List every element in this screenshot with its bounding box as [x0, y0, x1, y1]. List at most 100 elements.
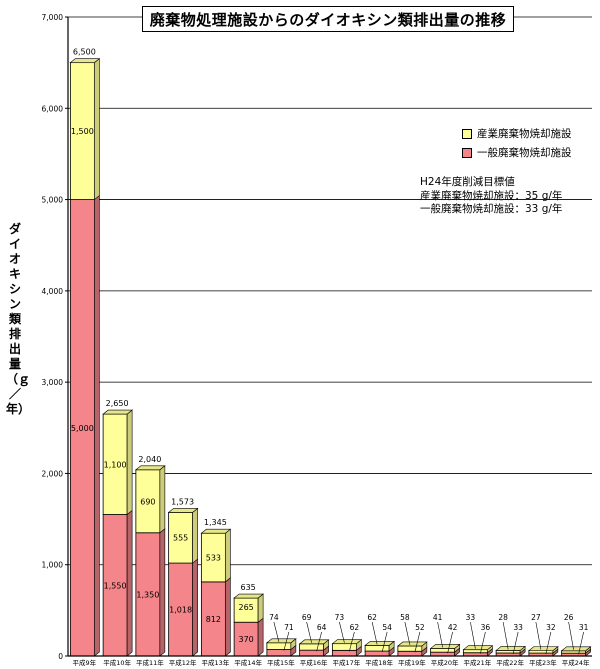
legend-label-industrial: 産業廃棄物焼却施設 — [477, 128, 572, 140]
bar-industrial-side-0 — [94, 58, 100, 201]
label-municipal-8: 62 — [350, 623, 360, 632]
bar-top-15 — [560, 646, 592, 652]
label-industrial-15: 26 — [564, 613, 574, 622]
target-annotation: H24年度削減目標値 産業廃棄物焼却施設：35 g/年 一般廃棄物焼却施設：33… — [420, 176, 562, 217]
label-municipal-6: 71 — [284, 623, 294, 632]
bar-municipal-side-3 — [192, 558, 198, 657]
x-tick-label-7: 平成16年 — [300, 658, 328, 667]
x-tick-label-6: 平成15年 — [267, 658, 295, 667]
x-tick-label-14: 平成23年 — [529, 658, 557, 667]
bar-industrial-13 — [495, 650, 521, 654]
label-total-0: 6,500 — [73, 48, 96, 57]
target-line-municipal: 一般廃棄物焼却施設：33 g/年 — [420, 203, 563, 215]
y-tick-label-0: 0 — [58, 652, 63, 661]
label-industrial-8: 73 — [335, 613, 345, 622]
x-tick-label-11: 平成20年 — [431, 658, 459, 667]
x-tick-label-15: 平成24年 — [562, 658, 590, 667]
bar-municipal-side-5 — [257, 617, 264, 657]
x-tick-label-5: 平成14年 — [234, 658, 262, 667]
label-total-2: 2,040 — [138, 455, 161, 464]
bar-top-4 — [200, 528, 232, 534]
label-municipal-3: 1,018 — [169, 606, 192, 615]
label-industrial-10: 58 — [400, 613, 410, 622]
x-tick-label-1: 平成10年 — [103, 658, 131, 667]
bar-industrial-11 — [430, 648, 456, 653]
bar-top-13 — [495, 646, 526, 651]
label-municipal-7: 64 — [317, 623, 327, 632]
bar-municipal-side-2 — [159, 528, 166, 657]
bar-top-5 — [233, 593, 264, 599]
legend: 産業廃棄物焼却施設 一般廃棄物焼却施設 — [462, 124, 592, 162]
bar-industrial-side-5 — [257, 593, 264, 623]
bar-industrial-14 — [528, 650, 554, 654]
label-municipal-4: 812 — [206, 615, 221, 624]
legend-item-municipal: 一般廃棄物焼却施設 — [462, 143, 592, 162]
bar-top-8 — [331, 639, 363, 644]
leader-municipal-13 — [512, 631, 519, 655]
leader-industrial-8 — [339, 621, 345, 643]
leader-industrial-7 — [306, 621, 312, 643]
x-tick-label-13: 平成22年 — [496, 658, 524, 667]
bar-top-3 — [167, 508, 199, 513]
label-municipal-14: 32 — [546, 623, 556, 632]
leader-municipal-8 — [349, 631, 355, 652]
x-tick-label-8: 平成17年 — [332, 658, 360, 667]
bar-industrial-side-4 — [225, 528, 231, 583]
y-tick-label-4: 4,000 — [42, 287, 64, 296]
bar-top-11 — [429, 644, 461, 649]
x-tick-label-9: 平成18年 — [365, 658, 393, 667]
bar-municipal-8 — [331, 649, 357, 657]
bar-industrial-0 — [69, 62, 95, 200]
label-industrial-12: 33 — [466, 613, 476, 622]
label-total-5: 635 — [240, 583, 255, 592]
bar-industrial-6 — [266, 642, 292, 650]
bar-top-10 — [397, 641, 428, 647]
labels-group: 平成9年 5,000 1,500 6,500 平成10年 1,550 1,100 2,650 平… — [71, 48, 590, 667]
leader-municipal-11 — [447, 631, 453, 654]
label-total-4: 1,345 — [204, 518, 227, 527]
bar-industrial-2 — [135, 469, 161, 534]
legend-swatch-municipal — [462, 147, 472, 158]
bar-industrial-1 — [102, 413, 128, 515]
label-municipal-12: 36 — [481, 623, 491, 632]
bar-industrial-7 — [299, 643, 325, 651]
bar-top-7 — [298, 639, 330, 645]
bar-top-2 — [135, 465, 166, 471]
label-industrial-6: 74 — [269, 613, 279, 622]
label-industrial-7: 69 — [302, 613, 312, 622]
label-industrial-2: 690 — [140, 497, 155, 506]
label-industrial-9: 62 — [367, 613, 377, 622]
leader-industrial-15 — [568, 621, 574, 650]
y-axis-label: ダイオキシン類排出量（ｇ／年） — [6, 222, 31, 416]
label-industrial-11: 41 — [433, 613, 443, 622]
bar-industrial-15 — [561, 650, 587, 654]
leader-industrial-11 — [437, 621, 443, 648]
bar-municipal-5 — [233, 621, 259, 657]
label-industrial-14: 27 — [531, 613, 541, 622]
leader-municipal-15 — [578, 631, 584, 655]
label-municipal-15: 31 — [579, 623, 589, 632]
y-tick-label-1: 1,000 — [42, 561, 64, 570]
bar-municipal-side-1 — [126, 509, 133, 657]
label-municipal-0: 5,000 — [71, 424, 94, 433]
bar-municipal-10 — [397, 650, 423, 657]
leader-industrial-9 — [371, 621, 378, 645]
bar-industrial-4 — [200, 532, 226, 583]
leader-municipal-6 — [283, 631, 290, 651]
bar-municipal-4 — [200, 581, 226, 657]
axes: 0 1,000 2,000 3,000 4,000 5,000 6,000 7,000 — [42, 13, 592, 661]
label-total-3: 1,573 — [171, 497, 194, 506]
target-line-industrial: 産業廃棄物焼却施設：35 g/年 — [420, 189, 563, 202]
y-tick-label-6: 6,000 — [42, 104, 64, 113]
leader-industrial-14 — [535, 621, 542, 650]
bar-municipal-9 — [364, 650, 390, 657]
y-tick-label-2: 2,000 — [42, 469, 64, 478]
legend-label-municipal: 一般廃棄物焼却施設 — [477, 147, 572, 159]
bar-top-0 — [69, 58, 101, 63]
legend-swatch-industrial — [462, 128, 472, 139]
bar-municipal-3 — [168, 562, 194, 657]
bar-municipal-1 — [102, 514, 128, 657]
leader-municipal-7 — [316, 631, 322, 652]
label-industrial-13: 28 — [498, 613, 508, 622]
bar-top-12 — [462, 645, 494, 651]
